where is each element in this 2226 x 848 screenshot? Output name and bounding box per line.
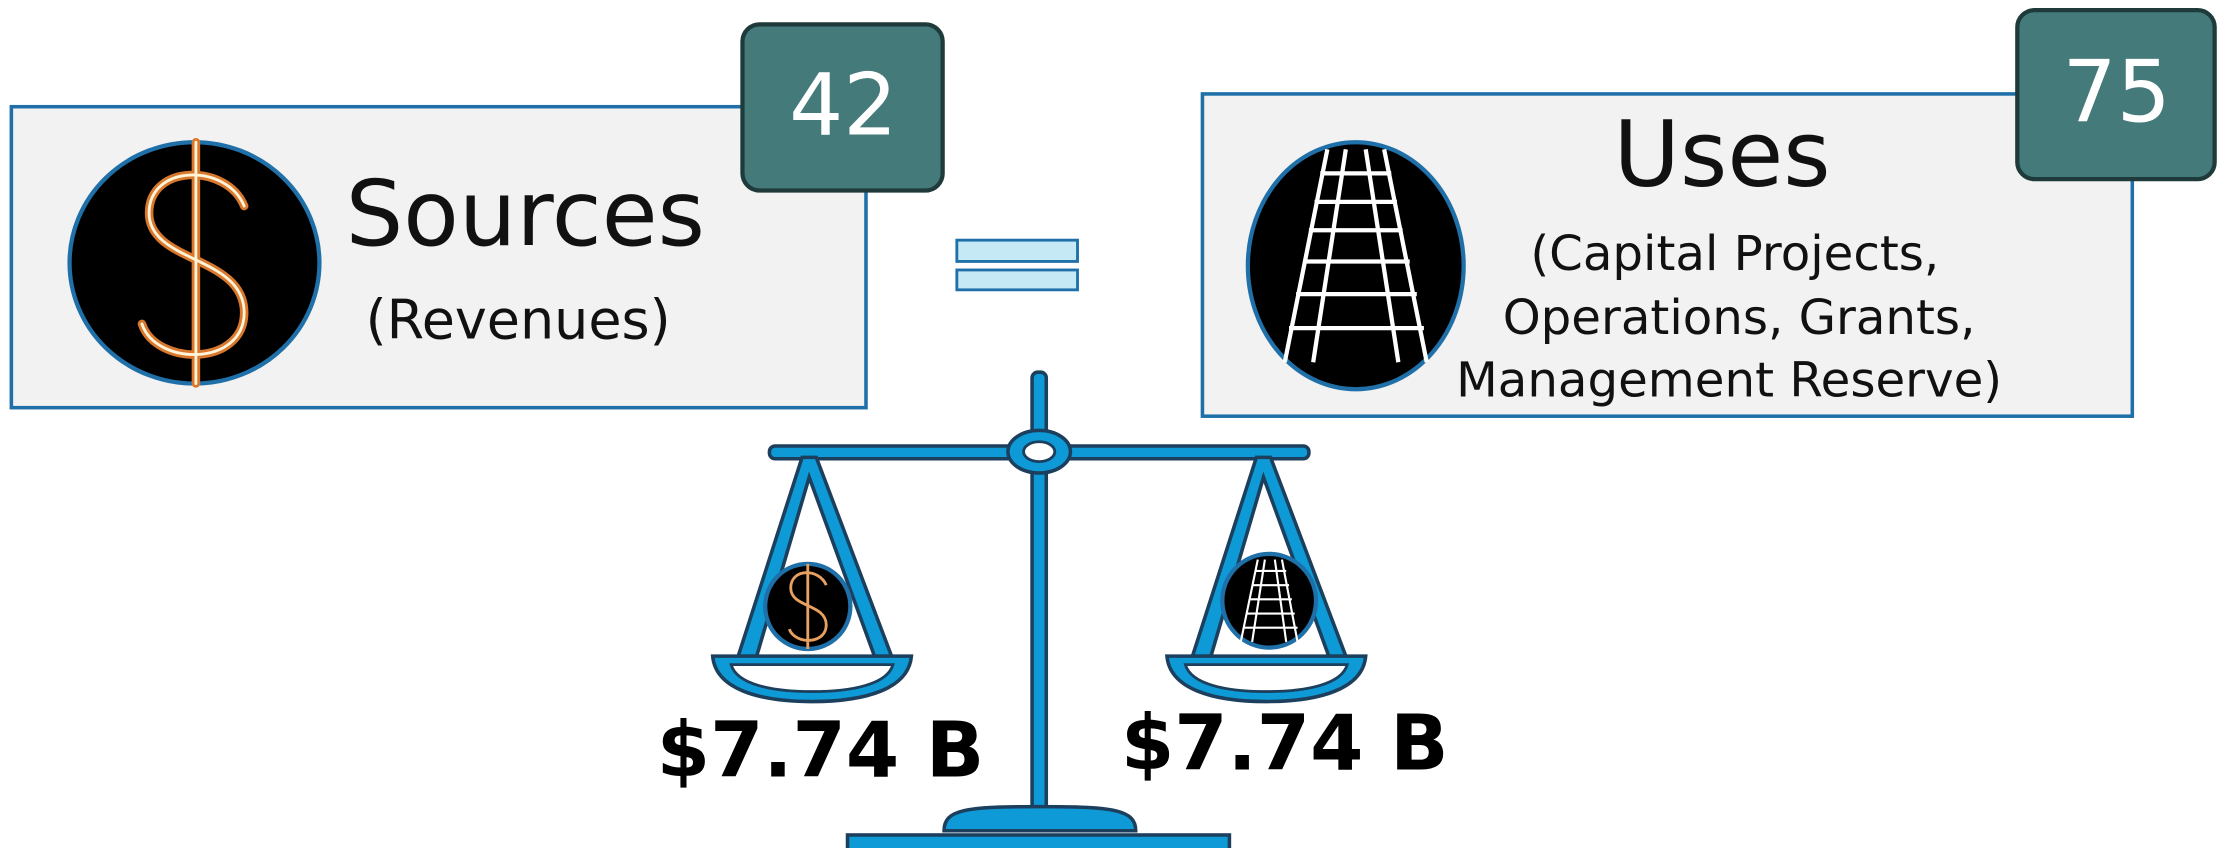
sources-subtitle: (Revenues): [366, 289, 671, 352]
uses-subtitle-line: Management Reserve): [1456, 353, 2002, 409]
uses-amount: $7.74 B: [1121, 699, 1449, 788]
diagram: Sources (Revenues) 42 Uses (Capital Proj…: [0, 0, 2226, 848]
uses-subtitle-line: Operations, Grants,: [1503, 290, 1976, 346]
sources-amount: $7.74 B: [657, 706, 985, 795]
uses-card: Uses (Capital Projects, Operations, Gran…: [1202, 10, 2214, 416]
page: Sources (Revenues) 42 Uses (Capital Proj…: [0, 0, 2226, 848]
balance-scale: $7.74 B $7.74 B: [657, 372, 1449, 848]
sources-card: Sources (Revenues) 42: [11, 24, 942, 407]
sources-title: Sources: [346, 162, 705, 267]
uses-subtitle-line: (Capital Projects,: [1530, 226, 1939, 282]
uses-badge-number: 75: [2063, 44, 2171, 143]
uses-title: Uses: [1614, 103, 1831, 208]
sources-badge-number: 42: [789, 56, 897, 155]
rail-icon: [1248, 142, 1464, 389]
equals-sign: [957, 240, 1078, 290]
